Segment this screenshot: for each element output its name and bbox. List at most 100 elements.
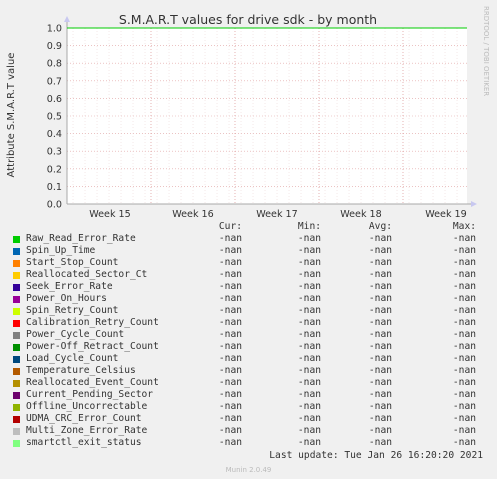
y-tick-label: 0.8: [47, 59, 62, 70]
x-tick-label: Week 17: [256, 209, 298, 220]
legend-series-name: smartctl_exit_status: [26, 437, 142, 448]
legend-header-cur: Cur:: [218, 221, 242, 232]
legend-value-max: -nan: [452, 317, 476, 328]
y-axis-label: Attribute S.M.A.R.T value: [6, 53, 17, 178]
legend-series-name: Reallocated_Event_Count: [26, 377, 159, 388]
legend-swatch: [13, 343, 20, 351]
legend-value-min: -nan: [297, 317, 321, 328]
legend-header-max: Max:: [452, 221, 476, 232]
legend-swatch: [13, 427, 20, 435]
legend-value-max: -nan: [452, 401, 476, 412]
legend-value-max: -nan: [452, 413, 476, 424]
legend-swatch: [13, 247, 20, 255]
rrdtool-credit: RRDTOOL / TOBI OETIKER: [482, 6, 490, 96]
legend-value-max: -nan: [452, 269, 476, 280]
legend-row: UDMA_CRC_Error_Count -nan -nan -nan -nan: [0, 413, 497, 425]
y-tick-label: 0.6: [47, 94, 62, 105]
legend-table: Cur: Min: Avg: Max: Raw_Read_Error_Rate -…: [0, 221, 497, 449]
legend-value-min: -nan: [297, 293, 321, 304]
legend-series-name: Multi_Zone_Error_Rate: [26, 425, 148, 436]
legend-value-cur: -nan: [218, 413, 242, 424]
legend-value-cur: -nan: [218, 365, 242, 376]
legend-series-name: Offline_Uncorrectable: [26, 401, 148, 412]
legend-series-name: Start_Stop_Count: [26, 257, 119, 268]
y-tick-label: 0.5: [47, 112, 62, 123]
legend-value-cur: -nan: [218, 401, 242, 412]
legend-value-avg: -nan: [368, 245, 392, 256]
last-update: Last update: Tue Jan 26 16:20:20 2021: [269, 450, 483, 461]
munin-version: Munin 2.0.49: [225, 466, 272, 474]
legend-swatch: [13, 283, 20, 291]
legend-header-min: Min:: [297, 221, 321, 232]
legend-value-cur: -nan: [218, 293, 242, 304]
legend-swatch: [13, 235, 20, 243]
legend-row: Spin_Retry_Count -nan -nan -nan -nan: [0, 305, 497, 317]
legend-value-max: -nan: [452, 425, 476, 436]
legend-series-name: Spin_Retry_Count: [26, 305, 119, 316]
legend-swatch: [13, 415, 20, 423]
legend-value-min: -nan: [297, 353, 321, 364]
legend-series-name: Temperature_Celsius: [26, 365, 136, 376]
legend-swatch: [13, 403, 20, 411]
legend-row: Temperature_Celsius -nan -nan -nan -nan: [0, 365, 497, 377]
legend-value-avg: -nan: [368, 329, 392, 340]
legend-value-max: -nan: [452, 377, 476, 388]
legend-value-min: -nan: [297, 305, 321, 316]
x-tick-labels: Week 15 Week 16 Week 17 Week 18 Week 19: [89, 209, 467, 220]
legend-series-name: Current_Pending_Sector: [26, 389, 154, 400]
legend-swatch: [13, 331, 20, 339]
chart-title: S.M.A.R.T values for drive sdk - by mont…: [119, 12, 377, 27]
legend-swatch: [13, 307, 20, 315]
legend-value-min: -nan: [297, 233, 321, 244]
legend-value-avg: -nan: [368, 281, 392, 292]
legend-value-cur: -nan: [218, 341, 242, 352]
legend-series-name: Reallocated_Sector_Ct: [26, 269, 148, 280]
legend-value-cur: -nan: [218, 329, 242, 340]
legend-value-cur: -nan: [218, 425, 242, 436]
legend-value-avg: -nan: [368, 317, 392, 328]
legend-header: Cur: Min: Avg: Max:: [0, 221, 497, 233]
y-tick-label: 0.3: [47, 147, 62, 158]
legend-value-cur: -nan: [218, 377, 242, 388]
x-tick-label: Week 16: [172, 209, 214, 220]
legend-value-max: -nan: [452, 365, 476, 376]
legend-value-max: -nan: [452, 341, 476, 352]
x-tick-label: Week 18: [340, 209, 382, 220]
legend-series-name: Calibration_Retry_Count: [26, 317, 159, 328]
legend-value-cur: -nan: [218, 257, 242, 268]
y-tick-label: 0.4: [47, 129, 62, 140]
legend-value-max: -nan: [452, 305, 476, 316]
legend-row: Current_Pending_Sector -nan -nan -nan -nan: [0, 389, 497, 401]
legend-row: Power_Cycle_Count -nan -nan -nan -nan: [0, 329, 497, 341]
legend-series-name: Raw_Read_Error_Rate: [26, 233, 136, 244]
legend-series-name: Seek_Error_Rate: [26, 281, 113, 292]
legend-row: Load_Cycle_Count -nan -nan -nan -nan: [0, 353, 497, 365]
legend-value-avg: -nan: [368, 341, 392, 352]
legend-value-max: -nan: [452, 353, 476, 364]
legend-value-cur: -nan: [218, 317, 242, 328]
legend-value-min: -nan: [297, 257, 321, 268]
legend-swatch: [13, 439, 20, 447]
legend-swatch: [13, 391, 20, 399]
legend-value-avg: -nan: [368, 257, 392, 268]
legend-row: Offline_Uncorrectable -nan -nan -nan -nan: [0, 401, 497, 413]
legend-swatch: [13, 367, 20, 375]
legend-value-max: -nan: [452, 257, 476, 268]
legend-value-min: -nan: [297, 269, 321, 280]
legend-rows: Raw_Read_Error_Rate -nan -nan -nan -nan Spin_…: [0, 233, 497, 449]
legend-value-cur: -nan: [218, 233, 242, 244]
x-tick-label: Week 19: [425, 209, 467, 220]
y-tick-labels: 0.0 0.1 0.2 0.3 0.4 0.5 0.6 0.7 0.8 0.9 1.0: [47, 24, 62, 211]
legend-value-avg: -nan: [368, 365, 392, 376]
legend-swatch: [13, 319, 20, 327]
legend-swatch: [13, 379, 20, 387]
axes: [64, 16, 477, 207]
legend-header-avg: Avg:: [368, 221, 392, 232]
legend-row: Spin_Up_Time -nan -nan -nan -nan: [0, 245, 497, 257]
x-axis-arrow: [471, 201, 477, 207]
legend-value-avg: -nan: [368, 413, 392, 424]
legend-row: smartctl_exit_status -nan -nan -nan -nan: [0, 437, 497, 449]
legend-series-name: UDMA_CRC_Error_Count: [26, 413, 142, 424]
legend-value-avg: -nan: [368, 437, 392, 448]
